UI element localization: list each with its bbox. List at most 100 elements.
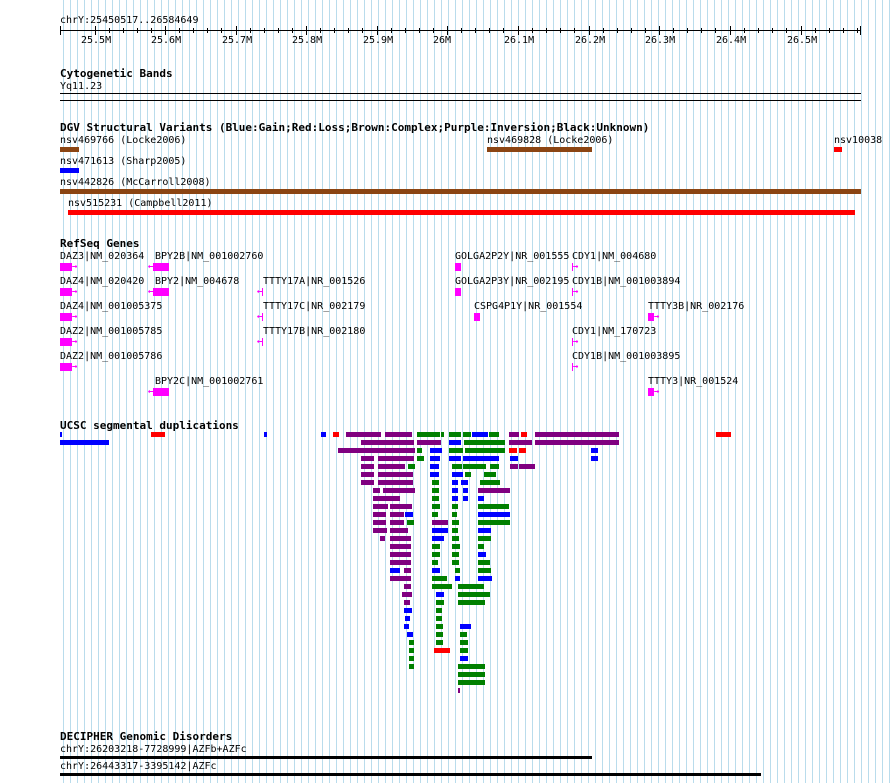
segdup-block[interactable] <box>432 528 448 533</box>
gene-label[interactable]: DAZ3|NM_020364 <box>60 251 145 262</box>
segdup-block[interactable] <box>409 648 414 653</box>
segdup-block[interactable] <box>478 528 491 533</box>
cytoband-track-title[interactable]: Cytogenetic Bands <box>60 67 173 80</box>
segdup-block[interactable] <box>390 568 400 573</box>
segdup-block[interactable] <box>338 448 415 453</box>
segdup-block[interactable] <box>478 520 510 525</box>
segdup-block[interactable] <box>510 456 518 461</box>
segdup-block[interactable] <box>409 640 414 645</box>
segdup-block[interactable] <box>509 448 517 453</box>
gene-label[interactable]: CDY1|NM_170723 <box>572 326 657 337</box>
segdup-block[interactable] <box>465 448 505 453</box>
segdup-block[interactable] <box>404 608 412 613</box>
gene-label[interactable]: GOLGA2P2Y|NR_001555 <box>455 251 570 262</box>
segdup-block[interactable] <box>452 520 459 525</box>
segdup-block[interactable] <box>432 560 438 565</box>
gene-label[interactable]: DAZ4|NM_020420 <box>60 276 145 287</box>
segdup-block[interactable] <box>378 480 413 485</box>
dgv-variant-bar[interactable] <box>68 210 855 215</box>
segdup-block[interactable] <box>452 488 458 493</box>
segdup-block[interactable] <box>452 480 458 485</box>
segdup-block[interactable] <box>390 544 411 549</box>
segdup-block[interactable] <box>390 504 412 509</box>
gene-model[interactable]: → <box>60 313 77 322</box>
segdup-block[interactable] <box>478 560 490 565</box>
segdup-block[interactable] <box>432 520 448 525</box>
gene-model[interactable]: → <box>60 363 77 372</box>
gene-model[interactable]: → <box>572 262 579 272</box>
segdup-block[interactable] <box>373 496 400 501</box>
gene-label[interactable]: CDY1B|NM_001003894 <box>572 276 681 287</box>
gene-model[interactable] <box>455 288 461 297</box>
segdup-block[interactable] <box>404 600 410 605</box>
segdup-block[interactable] <box>465 472 471 477</box>
segdup-block[interactable] <box>361 472 374 477</box>
segdup-block[interactable] <box>452 552 459 557</box>
segdup-block[interactable] <box>455 568 460 573</box>
gene-model[interactable]: → <box>60 338 77 347</box>
decipher-bar[interactable] <box>60 756 592 759</box>
segdup-block[interactable] <box>409 656 414 661</box>
segdup-block[interactable] <box>478 576 492 581</box>
segdup-block[interactable] <box>452 560 459 565</box>
gene-label[interactable]: CDY1B|NM_001003895 <box>572 351 681 362</box>
segdup-block[interactable] <box>441 432 444 437</box>
segdup-block[interactable] <box>151 432 165 437</box>
segdup-block[interactable] <box>430 456 440 461</box>
gene-model[interactable]: → <box>648 388 659 397</box>
segdup-block[interactable] <box>408 464 415 469</box>
segdup-block[interactable] <box>409 664 414 669</box>
segdup-block[interactable] <box>390 552 411 557</box>
segdup-block[interactable] <box>591 456 598 461</box>
gene-model[interactable]: ← <box>257 312 264 322</box>
segdup-block[interactable] <box>463 464 486 469</box>
segdup-block[interactable] <box>463 496 468 501</box>
segdup-block[interactable] <box>430 448 442 453</box>
segdup-block[interactable] <box>373 488 380 493</box>
segdup-block[interactable] <box>452 464 462 469</box>
segdup-block[interactable] <box>432 544 440 549</box>
decipher-track-title[interactable]: DECIPHER Genomic Disorders <box>60 730 233 743</box>
gene-label[interactable]: CDY1|NM_004680 <box>572 251 657 262</box>
decipher-bar[interactable] <box>60 773 761 776</box>
segdup-block[interactable] <box>463 456 499 461</box>
segdup-block[interactable] <box>417 432 440 437</box>
segdup-block[interactable] <box>434 648 450 653</box>
segdup-block[interactable] <box>380 536 385 541</box>
dgv-variant-bar[interactable] <box>60 147 79 152</box>
segdup-block[interactable] <box>458 680 485 685</box>
segdup-block[interactable] <box>535 432 619 437</box>
gene-model[interactable]: ← <box>148 263 170 272</box>
dgv-variant-bar[interactable] <box>834 147 842 152</box>
segdup-block[interactable] <box>60 432 62 437</box>
segdup-block[interactable] <box>452 472 463 477</box>
segdup-block[interactable] <box>478 488 510 493</box>
segdup-block[interactable] <box>509 440 532 445</box>
gene-model[interactable]: ← <box>148 288 170 297</box>
gene-label[interactable]: TTTY17B|NR_002180 <box>263 326 366 337</box>
gene-label[interactable]: BPY2|NM_004678 <box>155 276 240 287</box>
segdup-block[interactable] <box>361 464 374 469</box>
segdup-block[interactable] <box>478 544 484 549</box>
segdup-block[interactable] <box>519 464 535 469</box>
segdup-block[interactable] <box>458 584 484 589</box>
segdup-block[interactable] <box>535 440 619 445</box>
segdup-block[interactable] <box>458 592 490 597</box>
segdup-block[interactable] <box>452 504 458 509</box>
dgv-variant-bar[interactable] <box>60 189 861 194</box>
segdup-block[interactable] <box>461 480 468 485</box>
gene-model[interactable]: → <box>572 287 579 297</box>
segdup-block[interactable] <box>436 616 442 621</box>
segdup-block[interactable] <box>373 504 388 509</box>
gene-label[interactable]: DAZ2|NM_001005786 <box>60 351 163 362</box>
segdup-block[interactable] <box>452 536 459 541</box>
segdup-block[interactable] <box>484 472 496 477</box>
segdup-block[interactable] <box>417 448 422 453</box>
segdup-block[interactable] <box>478 536 491 541</box>
segdup-block[interactable] <box>417 456 424 461</box>
segdup-track-title[interactable]: UCSC segmental duplications <box>60 419 239 432</box>
segdup-block[interactable] <box>407 520 414 525</box>
segdup-block[interactable] <box>463 488 468 493</box>
gene-label[interactable]: GOLGA2P3Y|NR_002195 <box>455 276 570 287</box>
segdup-block[interactable] <box>436 592 444 597</box>
